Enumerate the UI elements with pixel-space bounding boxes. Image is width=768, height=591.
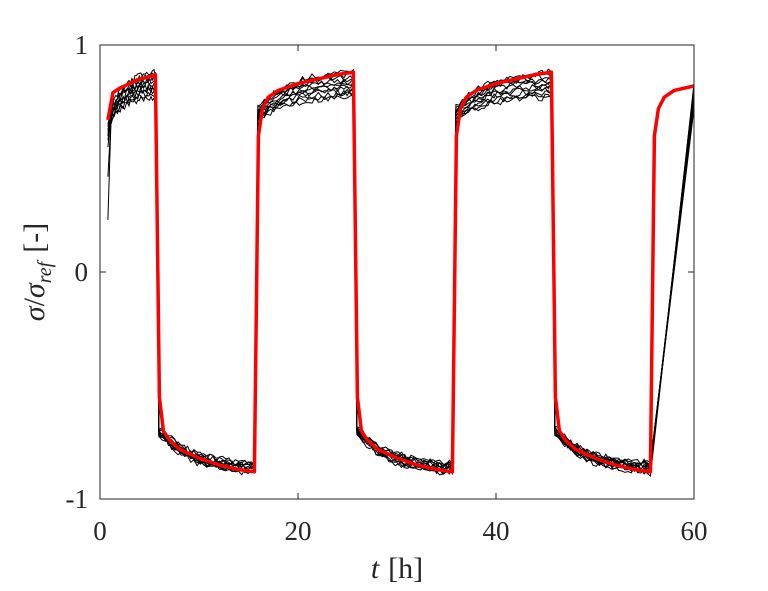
axis-tick-labels: 0 20 40 60-101	[66, 30, 708, 546]
model-line	[106, 70, 694, 474]
x-tick-label: 20	[285, 516, 312, 546]
y-axis-slash: /	[18, 297, 51, 306]
axis-ticks	[99, 44, 695, 500]
x-tick-label: 40	[483, 516, 510, 546]
y-axis-label: σ/σref[-]	[18, 223, 56, 321]
y-axis-unit: [-]	[18, 223, 51, 253]
x-axis-unit: [h]	[388, 552, 423, 585]
x-tick-label: 60	[681, 516, 708, 546]
x-axis-label: t [h]	[371, 552, 423, 585]
y-axis-subscript: ref	[34, 259, 56, 283]
y-tick-label: 0	[75, 257, 89, 287]
y-tick-label: -1	[66, 484, 89, 514]
y-axis-sigma: σ	[18, 305, 51, 321]
x-tick-label: 0	[93, 516, 107, 546]
y-axis-sigma-ref: σ	[18, 282, 51, 298]
model-series-group	[106, 70, 694, 474]
x-axis-variable: t	[371, 552, 380, 585]
y-tick-label: 1	[75, 30, 89, 60]
